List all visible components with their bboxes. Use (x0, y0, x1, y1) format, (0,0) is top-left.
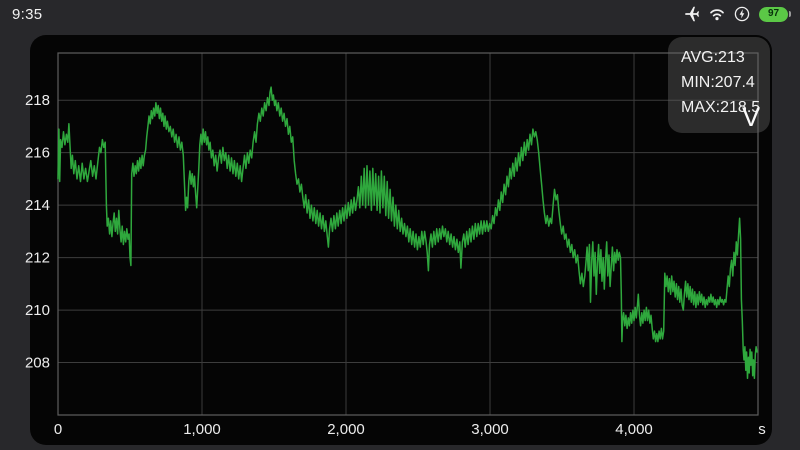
battery-charging-icon (734, 6, 750, 22)
clock: 9:35 (12, 5, 43, 23)
x-tick-label: 1,000 (183, 421, 221, 438)
status-bar: 9:35 97 (0, 0, 800, 28)
chart-card[interactable] (30, 35, 772, 445)
max-value: MAX:218.5 (681, 99, 761, 116)
x-tick-label: 0 (54, 421, 62, 438)
x-tick-label: 4,000 (615, 421, 653, 438)
stats-overlay: AVG:213 MIN:207.4 MAX:218.5 V (668, 37, 770, 133)
y-tick-label: 208 (25, 355, 50, 372)
avg-value: AVG:213 (681, 49, 745, 66)
wifi-icon (710, 8, 724, 20)
battery-nub (788, 11, 791, 17)
battery-indicator: 97 (759, 6, 791, 22)
status-icons: 97 (684, 6, 791, 22)
plot-border (57, 52, 759, 416)
x-tick-label: 2,000 (327, 421, 365, 438)
airplane-mode-icon (685, 6, 700, 22)
y-tick-label: 214 (25, 197, 50, 214)
x-tick-label: 3,000 (471, 421, 509, 438)
x-axis-unit: s (758, 421, 766, 438)
min-value: MIN:207.4 (681, 74, 755, 91)
y-tick-label: 212 (25, 250, 50, 267)
battery-percent: 97 (767, 8, 780, 19)
y-tick-label: 216 (25, 145, 50, 162)
y-tick-label: 218 (25, 92, 50, 109)
voltage-trace (57, 86, 758, 380)
y-axis-unit: V (741, 101, 760, 132)
y-tick-label: 210 (25, 302, 50, 319)
